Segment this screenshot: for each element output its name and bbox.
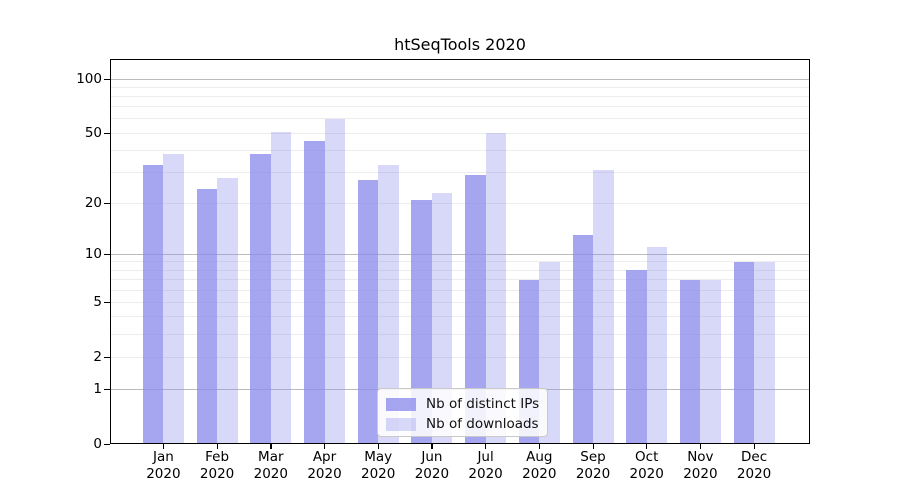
bar-nb-of-distinct-ips-jul: [465, 175, 486, 444]
gridline-minor-30: [110, 171, 810, 173]
legend-item-nb-of-downloads: Nb of downloads: [386, 414, 539, 434]
bar-nb-of-distinct-ips-jun: [411, 199, 432, 444]
gridline-minor-20: [110, 202, 810, 204]
x-axis-tick-aug: [538, 444, 541, 449]
bar-nb-of-downloads-jun: [431, 192, 453, 444]
x-axis-tick-label-jul: Jul 2020: [468, 449, 503, 482]
x-axis-tick-nov: [699, 444, 702, 449]
y-axis-tick-label-10: 10: [84, 246, 102, 263]
bar-nb-of-distinct-ips-nov: [679, 279, 701, 444]
gridline-minor-3: [110, 333, 810, 335]
plot-area: [110, 59, 810, 444]
y-axis-tick-label-1: 1: [93, 381, 102, 398]
x-axis-tick-feb: [216, 444, 218, 449]
gridline-major-10: [110, 253, 810, 255]
x-axis-tick-label-mar: Mar 2020: [253, 449, 288, 482]
bar-nb-of-downloads-jul: [485, 133, 507, 444]
x-axis-tick-may: [377, 444, 379, 449]
x-axis-tick-dec: [753, 444, 755, 449]
x-axis-tick-label-oct: Oct 2020: [629, 449, 664, 482]
y-axis-tick-label-2: 2: [93, 349, 102, 366]
y-axis-tick-label-50: 50: [84, 125, 102, 142]
gridline-minor-2: [110, 356, 810, 358]
legend-label-nb-of-distinct-ips: Nb of distinct IPs: [426, 396, 540, 412]
y-axis-tick-20: [104, 202, 110, 204]
x-axis-tick-label-sep: Sep 2020: [575, 449, 611, 482]
x-axis-tick-apr: [324, 444, 326, 449]
bar-nb-of-downloads-sep: [593, 169, 614, 444]
bar-nb-of-distinct-ips-jan: [142, 165, 164, 444]
bar-nb-of-downloads-jan: [163, 154, 184, 444]
x-axis-tick-label-dec: Dec 2020: [736, 449, 772, 482]
bar-nb-of-distinct-ips-apr: [304, 141, 325, 444]
gridline-minor-5: [110, 301, 810, 303]
y-axis-tick-label-100: 100: [76, 71, 102, 87]
gridline-minor-4: [110, 316, 810, 318]
bar-nb-of-distinct-ips-mar: [250, 154, 271, 444]
x-axis-tick-label-nov: Nov 2020: [683, 449, 718, 482]
bar-nb-of-distinct-ips-dec: [733, 261, 755, 444]
x-axis-tick-jul: [485, 444, 487, 449]
gridline-minor-50: [110, 132, 810, 134]
gridline-minor-9: [110, 261, 810, 263]
y-axis-tick-label-20: 20: [84, 195, 102, 212]
bar-nb-of-distinct-ips-feb: [196, 189, 218, 444]
gridline-minor-40: [110, 149, 810, 151]
gridline-minor-7: [110, 279, 810, 281]
legend-swatch-nb-of-downloads: [386, 417, 416, 431]
gridline-minor-60: [110, 118, 810, 120]
y-axis-tick-label-5: 5: [93, 294, 102, 311]
x-axis-tick-label-may: May 2020: [361, 449, 396, 482]
bar-nb-of-downloads-feb: [217, 177, 238, 444]
bar-nb-of-downloads-mar: [270, 131, 292, 444]
x-axis-tick-label-apr: Apr 2020: [307, 449, 342, 482]
legend-item-nb-of-distinct-ips: Nb of distinct IPs: [386, 394, 539, 414]
bar-nb-of-downloads-may: [378, 165, 399, 444]
chart-title: htSeqTools 2020: [394, 35, 526, 54]
x-axis-tick-label-feb: Feb 2020: [199, 449, 235, 482]
y-axis-tick-0: [104, 443, 110, 445]
y-axis-tick-5: [104, 301, 110, 304]
x-axis-tick-mar: [270, 444, 272, 449]
y-axis-tick-100: [104, 78, 110, 80]
gridline-minor-6: [110, 289, 810, 291]
bar-nb-of-downloads-dec: [754, 261, 775, 444]
x-axis-tick-label-jun: Jun 2020: [414, 449, 450, 482]
bar-nb-of-distinct-ips-oct: [626, 270, 647, 444]
gridline-major-100: [110, 78, 810, 80]
bar-nb-of-downloads-oct: [646, 247, 668, 444]
x-axis-tick-label-aug: Aug 2020: [522, 449, 557, 482]
x-axis-tick-jan: [162, 444, 165, 449]
x-axis-tick-sep: [592, 444, 594, 449]
bar-nb-of-downloads-nov: [700, 279, 721, 444]
x-axis-tick-label-jan: Jan 2020: [146, 449, 181, 482]
y-axis-tick-1: [104, 388, 110, 390]
gridline-minor-80: [110, 95, 810, 97]
x-axis-tick-jun: [431, 444, 433, 449]
bar-nb-of-downloads-apr: [324, 118, 345, 444]
legend-label-nb-of-downloads: Nb of downloads: [426, 416, 539, 432]
y-axis-tick-2: [104, 356, 110, 358]
gridline-minor-90: [110, 86, 810, 88]
y-axis-tick-label-0: 0: [93, 436, 102, 452]
legend-swatch-nb-of-distinct-ips: [386, 397, 416, 411]
x-axis-tick-oct: [646, 444, 648, 449]
bar-nb-of-distinct-ips-may: [357, 180, 379, 444]
legend: Nb of distinct IPs Nb of downloads: [377, 388, 548, 437]
y-axis-tick-10: [104, 253, 110, 256]
gridline-minor-8: [110, 269, 810, 271]
bar-nb-of-distinct-ips-sep: [572, 235, 593, 444]
gridline-minor-70: [110, 106, 810, 108]
y-axis-tick-50: [104, 132, 110, 134]
